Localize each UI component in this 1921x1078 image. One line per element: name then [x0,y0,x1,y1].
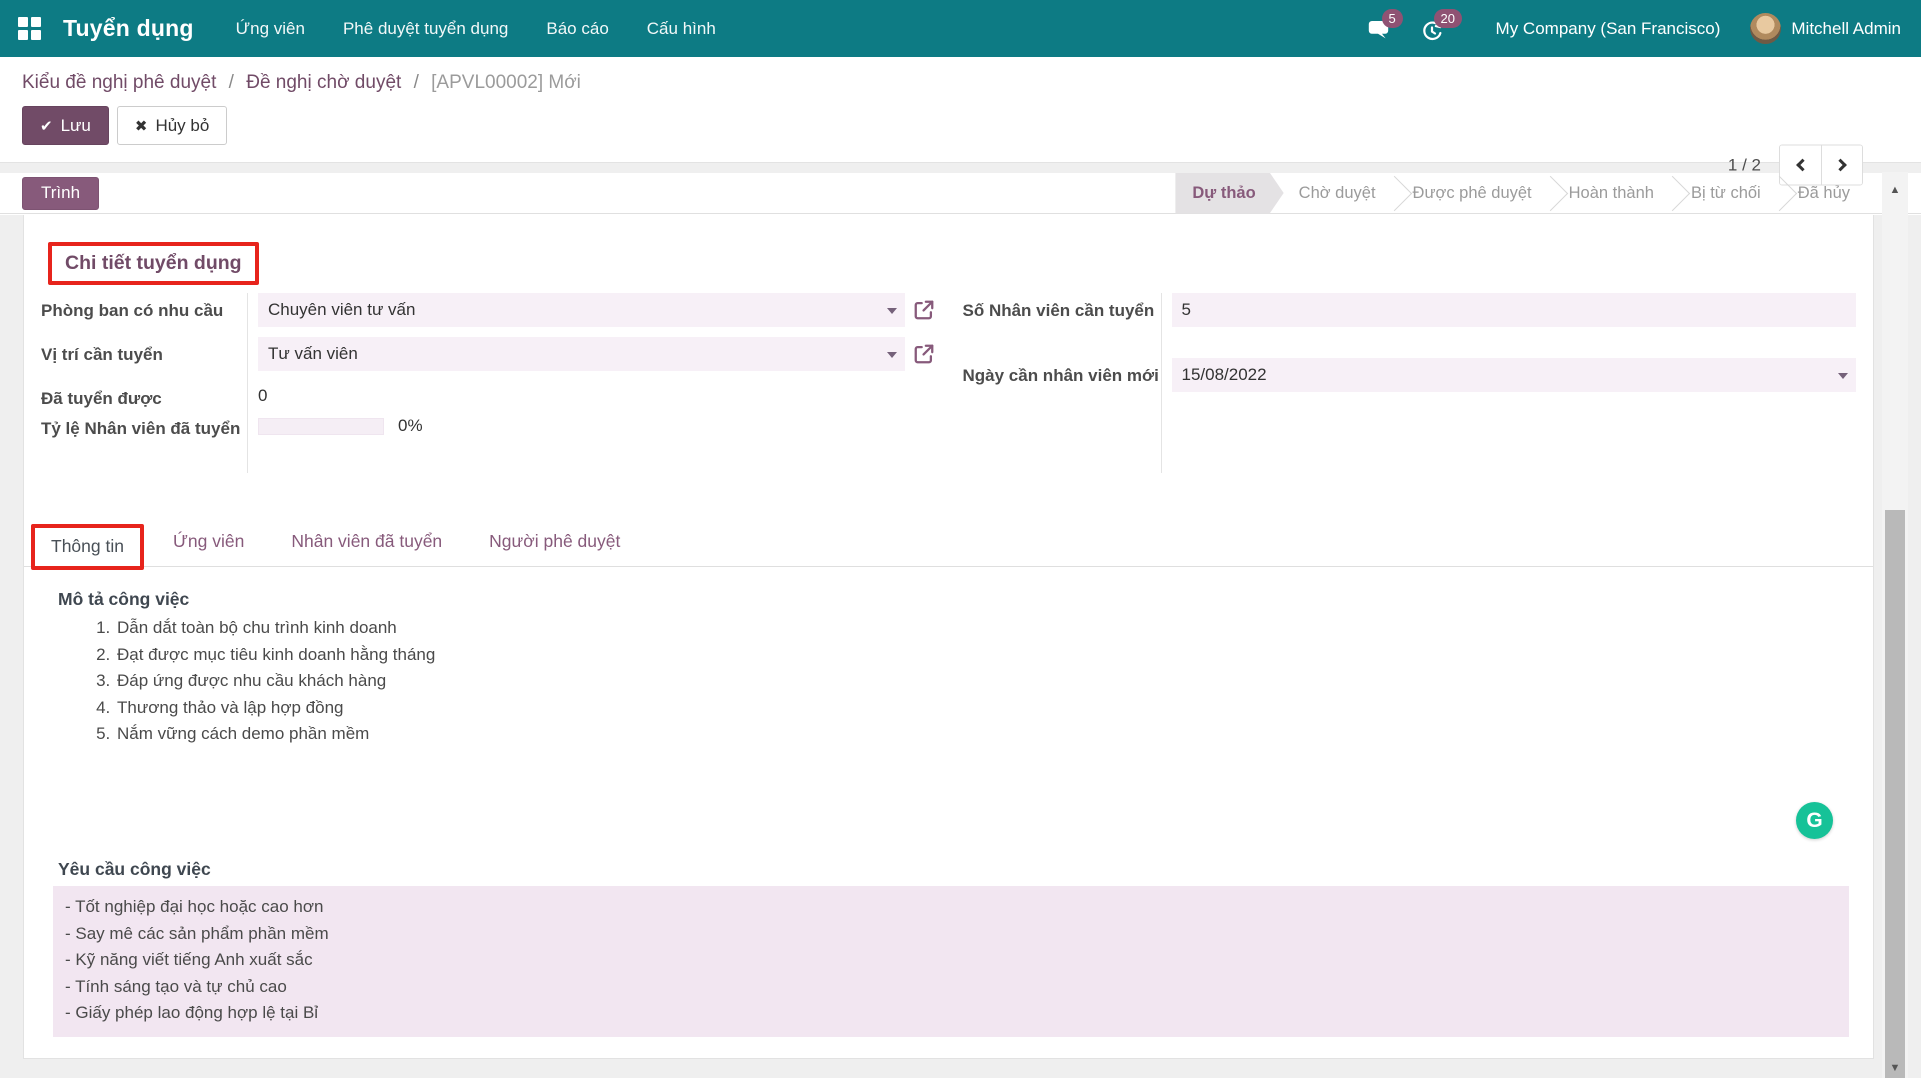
hired-label: Đã tuyển được [41,389,162,408]
grammarly-icon[interactable]: G [1796,802,1833,839]
expected-employees-label: Số Nhân viên cần tuyển [962,301,1155,320]
status-row: Trình Dự thảo Chờ duyệt Được phê duyệt H… [0,173,1921,214]
job-description-title: Mô tả công việc [58,589,190,609]
department-open-record-icon[interactable] [913,299,935,321]
check-icon: ✔ [40,117,53,135]
user-name: Mitchell Admin [1791,18,1901,38]
list-item: - Giấy phép lao động hợp lệ tại Bỉ [65,1003,319,1022]
section-title: Chi tiết tuyển dụng [65,252,242,274]
hiring-ratio-progressbar [258,417,384,435]
list-item: Thương thảo và lập hợp đồng [115,695,1856,722]
date-needed-input[interactable]: 15/08/2022 [1171,358,1856,392]
chevron-left-icon [1796,158,1809,172]
status-approved[interactable]: Được phê duyệt [1412,183,1532,202]
scroll-down-icon[interactable]: ▼ [1889,1062,1901,1074]
messages-badge: 5 [1381,8,1403,28]
company-switcher[interactable]: My Company (San Francisco) [1495,18,1721,38]
tab-candidates[interactable]: Ứng viên [172,531,245,551]
activities-button[interactable]: 20 [1420,8,1463,42]
list-item: - Kỹ năng viết tiếng Anh xuất sắc [65,950,313,969]
job-requirements-title: Yêu cầu công việc [58,859,211,879]
position-open-record-icon[interactable] [913,343,935,365]
list-item: Nắm vững cách demo phần mềm [115,721,1856,748]
list-item: Đáp ứng được nhu cầu khách hàng [115,668,1856,695]
tab-hired-employees[interactable]: Nhân viên đã tuyển [291,531,443,551]
status-cancelled[interactable]: Đã hủy [1797,183,1850,202]
dropdown-caret-icon [1838,373,1848,379]
department-input[interactable]: Chuyên viên tư vấn [258,293,905,327]
menu-reports[interactable]: Báo cáo [546,18,609,38]
list-item: - Tốt nghiệp đại học hoặc cao hơn [65,897,324,916]
apps-grid-icon[interactable] [18,17,41,40]
list-item: - Tính sáng tạo và tự chủ cao [65,976,287,996]
list-item: Dẫn dắt toàn bộ chu trình kinh doanh [115,615,1856,642]
content-area: Chi tiết tuyển dụng Phòng ban có nhu cầu… [0,215,1921,1078]
dropdown-caret-icon [886,352,897,358]
top-navbar: Tuyển dụng Ứng viên Phê duyệt tuyển dụng… [0,0,1921,57]
chat-bubble-icon [1368,20,1388,38]
department-label: Phòng ban có nhu cầu [41,301,224,320]
menu-recruitment-approval[interactable]: Phê duyệt tuyển dụng [342,18,509,38]
date-needed-label: Ngày cần nhân viên mới [962,366,1159,385]
pager: 1 / 2 [1727,144,1863,186]
app-name[interactable]: Tuyển dụng [63,15,194,41]
list-item: - Say mê các sản phẩm phần mềm [65,923,329,943]
annotation-box-section: Chi tiết tuyển dụng [48,242,259,285]
dropdown-caret-icon [886,308,897,314]
form-sheet: Chi tiết tuyển dụng Phòng ban có nhu cầu… [23,215,1874,1059]
control-panel: Kiểu đề nghị phê duyệt / Đề nghị chờ duy… [0,57,1921,186]
vertical-scrollbar[interactable]: ▲ ▼ [1882,172,1908,1078]
hiring-ratio-value: 0% [398,416,423,435]
notebook-tabs: Thông tin Ứng viên Nhân viên đã tuyển Ng… [24,515,1873,570]
expected-employees-input[interactable]: 5 [1171,293,1856,327]
status-waiting[interactable]: Chờ duyệt [1298,183,1376,202]
annotation-box-tab: Thông tin [31,524,144,570]
job-description-list: Dẫn dắt toàn bộ chu trình kinh doanh Đạt… [115,615,1856,748]
scroll-up-icon[interactable]: ▲ [1889,184,1901,196]
status-refused[interactable]: Bị từ chối [1690,183,1761,202]
status-done[interactable]: Hoàn thành [1568,183,1654,202]
messages-button[interactable]: 5 [1368,8,1403,42]
position-label: Vị trí cần tuyển [41,345,163,364]
position-input[interactable]: Tư vấn viên [258,337,905,371]
job-description-field[interactable]: Mô tả công việc Dẫn dắt toàn bộ chu trìn… [58,589,1856,851]
breadcrumb-link-pending-requests[interactable]: Đề nghị chờ duyệt [246,72,402,93]
menu-candidates[interactable]: Ứng viên [235,18,305,38]
list-item: Đạt được mục tiêu kinh doanh hằng tháng [115,642,1856,669]
discard-button[interactable]: ✖ Hủy bỏ [116,106,228,145]
hired-value: 0 [258,386,268,405]
pager-previous-button[interactable] [1780,145,1821,185]
breadcrumb-current: [APVL00002] Mới [431,72,581,93]
breadcrumb-link-approval-types[interactable]: Kiểu đề nghị phê duyệt [22,72,217,93]
tab-approvers[interactable]: Người phê duyệt [489,531,621,551]
breadcrumb: Kiểu đề nghị phê duyệt / Đề nghị chờ duy… [22,72,581,93]
status-draft-active[interactable]: Dự thảo [1175,173,1283,214]
x-icon: ✖ [134,117,148,135]
menu-configuration[interactable]: Cấu hình [646,18,716,38]
activities-badge: 20 [1433,8,1463,28]
submit-button[interactable]: Trình [22,176,100,210]
chevron-right-icon [1833,158,1847,172]
ratio-label: Tỷ lệ Nhân viên đã tuyển [41,419,241,438]
job-requirements-field[interactable]: - Tốt nghiệp đại học hoặc cao hơn - Say … [53,886,1849,1037]
save-button[interactable]: ✔ Lưu [22,106,109,145]
pager-count: 1 / 2 [1727,155,1761,174]
statusbar: Dự thảo Chờ duyệt Được phê duyệt Hoàn th… [1175,173,1865,214]
field-grid: Phòng ban có nhu cầu Vị trí cần tuyển Đã… [41,293,1856,473]
user-menu[interactable]: Mitchell Admin [1750,13,1901,44]
panel-gap [0,163,1921,173]
scrollbar-thumb[interactable] [1885,510,1905,1078]
tab-content-information: Mô tả công việc Dẫn dắt toàn bộ chu trìn… [41,567,1856,1037]
tab-information[interactable]: Thông tin [51,536,124,556]
avatar [1750,13,1782,44]
pager-next-button[interactable] [1821,145,1862,185]
